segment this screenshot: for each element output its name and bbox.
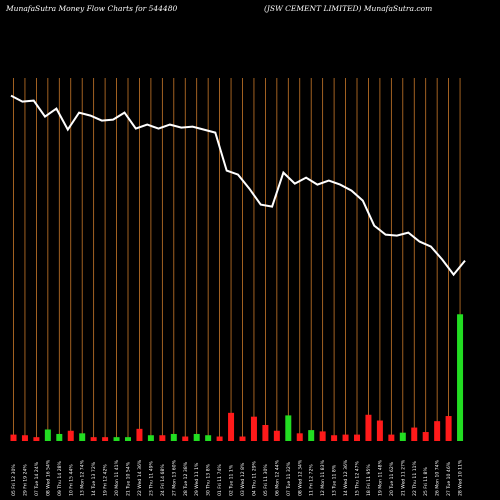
x-tick-label: 12 Mon 11 83% bbox=[320, 459, 326, 496]
x-tick-label: 21 Tue 10 54% bbox=[126, 461, 132, 496]
money-flow-bar bbox=[376, 420, 383, 441]
x-tick-label: 13 Tue 11 8% bbox=[332, 464, 338, 496]
money-flow-bar bbox=[285, 415, 292, 441]
money-flow-bar bbox=[79, 433, 86, 441]
x-tick-label: 22 Thu 11 11% bbox=[412, 460, 418, 496]
x-tick-label: 23 Thu 11 49% bbox=[148, 460, 154, 496]
money-flow-bar bbox=[273, 430, 280, 441]
money-flow-bar bbox=[44, 429, 51, 441]
x-tick-label: 20 Mon 11 41% bbox=[114, 459, 120, 496]
money-flow-bar bbox=[125, 437, 131, 441]
x-tick-label: 29 Wed 11 1% bbox=[194, 462, 200, 496]
price-line bbox=[10, 94, 466, 277]
x-tick-label: 06 Mon 12 44% bbox=[274, 459, 280, 496]
x-tick-label: 24 Fri 14 68% bbox=[160, 464, 166, 496]
x-tick-label: 25 Fri 11 8% bbox=[423, 467, 429, 496]
money-flow-bar bbox=[216, 436, 223, 441]
money-flow-bar bbox=[239, 436, 246, 441]
x-tick-label: 03 Wed 12 8% bbox=[240, 462, 246, 496]
x-tick-label: 30 Thu 13 8% bbox=[206, 463, 212, 496]
x-tick-label: 28 Wed 10 11% bbox=[458, 459, 464, 496]
money-flow-bar bbox=[319, 431, 326, 441]
x-tick-label: 09 Thu 14 28% bbox=[57, 460, 63, 496]
money-flow-bar bbox=[33, 437, 40, 441]
chart-header-left: MunafaSutra Money Flow Charts for 544480 bbox=[6, 4, 178, 13]
money-flow-bar bbox=[193, 433, 200, 441]
money-flow-bar bbox=[445, 416, 452, 441]
money-flow-bar bbox=[399, 432, 406, 441]
money-flow-bar bbox=[21, 435, 28, 441]
chart-header-right: (JSW CEMENT LIMITED) MunafaSutra.com bbox=[264, 4, 433, 13]
x-tick-label: 18 Fri 11 95% bbox=[366, 464, 372, 496]
money-flow-bar bbox=[434, 421, 441, 441]
x-tick-label: 20 Tue 11 62% bbox=[389, 461, 395, 496]
money-flow-bars bbox=[10, 314, 464, 441]
money-flow-bar bbox=[342, 434, 349, 441]
money-flow-bar bbox=[457, 314, 464, 441]
money-flow-bar bbox=[10, 434, 17, 441]
money-flow-bar bbox=[262, 425, 269, 441]
x-tick-label: 21 Wed 11 27% bbox=[400, 459, 406, 496]
money-flow-bar bbox=[205, 435, 212, 441]
x-tick-label: 19 Fri 12 42% bbox=[103, 464, 109, 496]
x-tick-label: 22 Wed 14 36% bbox=[137, 459, 143, 496]
x-tick-label: 28 Tue 12 38% bbox=[183, 461, 189, 496]
x-tick-label: 15 Thu 12 47% bbox=[355, 460, 361, 496]
money-flow-bar bbox=[228, 412, 235, 441]
money-flow-bar bbox=[365, 414, 372, 441]
x-tick-label: 13 Mon 12 74% bbox=[80, 459, 86, 496]
x-tick-label: 02 Tue 11 1% bbox=[229, 464, 235, 496]
x-axis-labels: 05 Fri 12 30% 29 Fri 19 24% 07 Tue 14 24% 0… bbox=[11, 459, 464, 496]
x-tick-label: 01 Fri 11 74% bbox=[217, 464, 223, 496]
money-flow-bar bbox=[411, 427, 418, 441]
x-tick-label: 08 Wed 12 34% bbox=[297, 459, 303, 496]
x-tick-label: 29 Fri 19 24% bbox=[22, 464, 28, 496]
x-tick-label: 19 Mon 11 48% bbox=[377, 459, 383, 496]
x-tick-label: 14 Tue 13 72% bbox=[91, 461, 97, 496]
x-tick-label: 27 Mon 13 60% bbox=[171, 459, 177, 496]
money-flow-bar bbox=[136, 428, 143, 441]
money-flow-bar bbox=[388, 434, 395, 441]
money-flow-bar bbox=[354, 434, 360, 441]
chart-grid bbox=[13, 78, 461, 441]
x-tick-label: 05 Fri 11 30% bbox=[263, 464, 269, 496]
money-flow-bar bbox=[250, 416, 257, 441]
x-tick-label: 05 Fri 12 30% bbox=[11, 464, 17, 496]
x-tick-label: 14 Wed 12 36% bbox=[343, 459, 349, 496]
x-tick-label: 08 Wed 16 54% bbox=[45, 459, 51, 496]
money-flow-bar bbox=[422, 432, 429, 441]
money-flow-bar bbox=[90, 437, 97, 441]
money-flow-bar bbox=[331, 435, 338, 441]
x-tick-label: 26 Mon 10 74% bbox=[435, 459, 441, 496]
money-flow-bar bbox=[182, 436, 189, 441]
x-tick-label: 04 Thu 11 29% bbox=[251, 460, 257, 496]
x-tick-label: 07 Tue 14 24% bbox=[34, 461, 40, 496]
x-tick-label: 10 Fri 15 44% bbox=[68, 464, 74, 496]
money-flow-bar bbox=[56, 433, 63, 441]
money-flow-bar bbox=[170, 433, 177, 441]
x-tick-label: 07 Tue 11 32% bbox=[286, 461, 292, 496]
money-flow-bar bbox=[67, 430, 74, 441]
x-tick-label: 27 Tue 10 46% bbox=[446, 461, 452, 496]
money-flow-bar bbox=[159, 435, 166, 441]
money-flow-bar bbox=[308, 430, 315, 441]
money-flow-bar bbox=[113, 437, 120, 441]
money-flow-bar bbox=[147, 435, 154, 441]
money-flow-bar bbox=[102, 437, 109, 441]
x-tick-label: 11 Fri 12 72% bbox=[309, 464, 315, 496]
money-flow-bar bbox=[296, 433, 303, 441]
